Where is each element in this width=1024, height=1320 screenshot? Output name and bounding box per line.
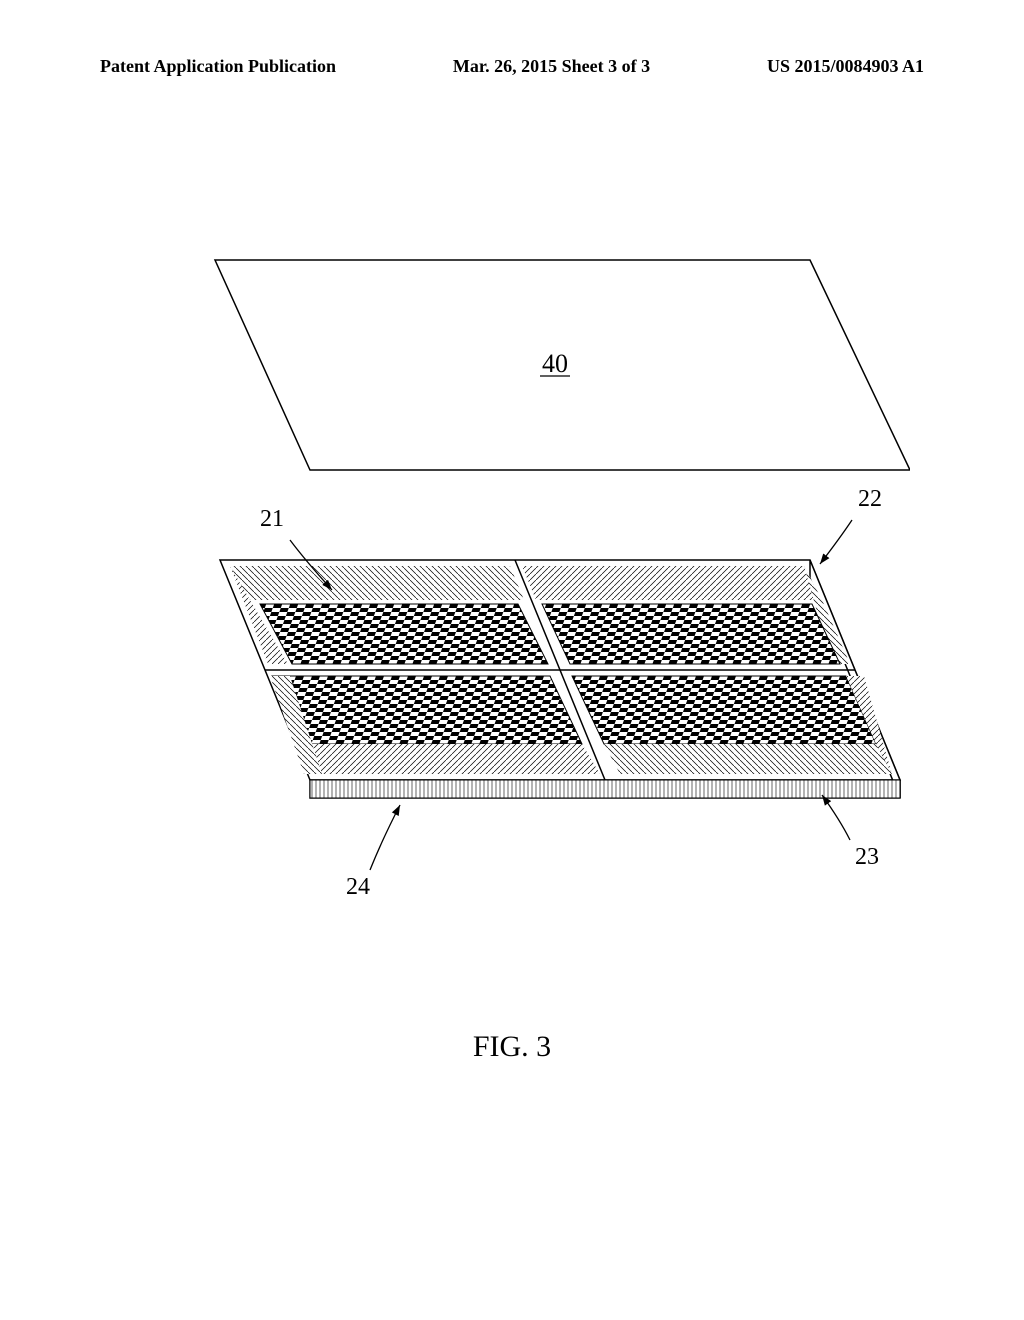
- figure-caption: FIG. 3: [0, 1030, 1024, 1064]
- figure-3: 40: [110, 220, 910, 920]
- page-header: Patent Application Publication Mar. 26, …: [0, 56, 1024, 77]
- panel-21: [230, 566, 548, 664]
- panel-22: [522, 566, 850, 664]
- panel-23: [572, 676, 892, 774]
- panel-24: [270, 676, 600, 774]
- ref-21: 21: [260, 506, 284, 533]
- header-left: Patent Application Publication: [100, 56, 336, 77]
- header-right: US 2015/0084903 A1: [767, 56, 924, 77]
- top-layer-label: 40: [542, 349, 568, 378]
- top-layer-40: 40: [215, 260, 910, 470]
- ref-23: 23: [855, 844, 879, 871]
- bottom-assembly: [220, 560, 900, 798]
- header-center: Mar. 26, 2015 Sheet 3 of 3: [453, 56, 650, 77]
- ref-24: 24: [346, 874, 370, 901]
- figure-svg: 40: [110, 220, 910, 920]
- ref-22: 22: [858, 486, 882, 513]
